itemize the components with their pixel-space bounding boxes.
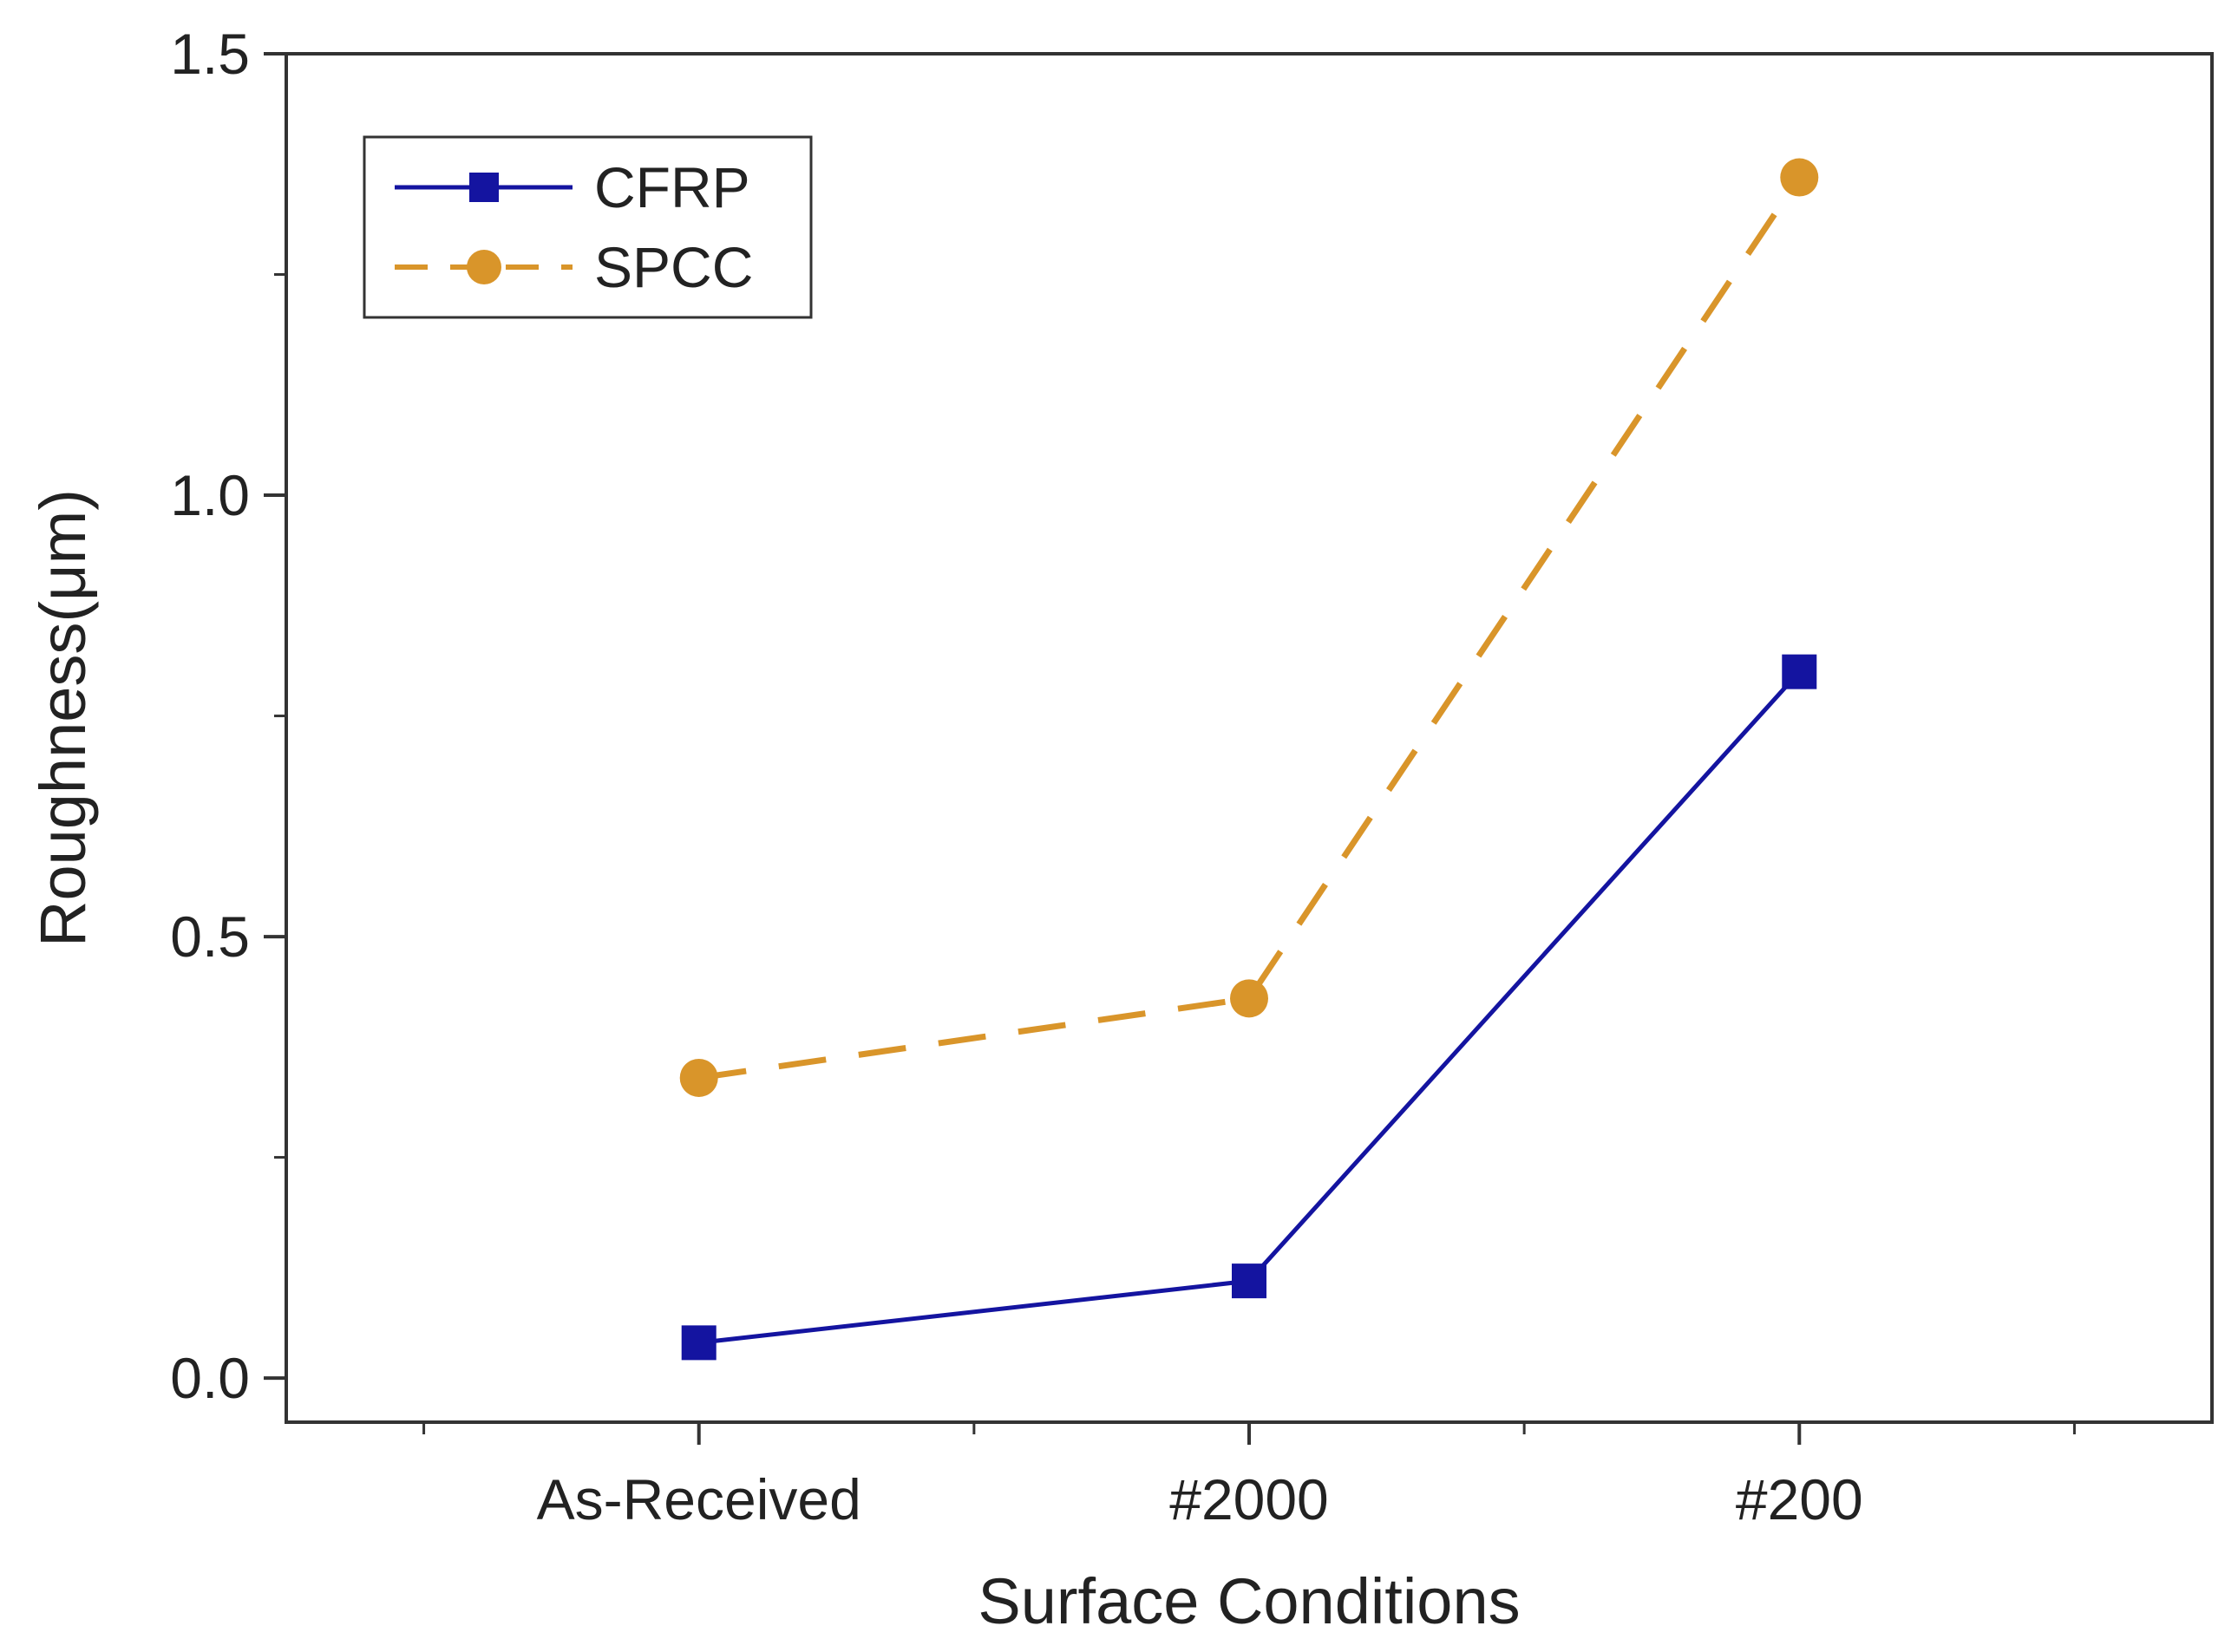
- y-axis-title: Roughness(μm): [27, 489, 99, 947]
- legend-cfrp-label: CFRP: [594, 155, 750, 219]
- data-point-cfrp: [1232, 1263, 1266, 1299]
- data-point-spcc: [679, 1058, 718, 1097]
- series-layer: [679, 158, 1819, 1361]
- data-point-spcc: [1230, 979, 1268, 1018]
- x-tick-label: #2000: [1169, 1467, 1329, 1531]
- data-point-spcc: [1780, 158, 1819, 197]
- y-tick-label: 1.0: [170, 463, 250, 527]
- legend-cfrp-marker: [469, 173, 499, 202]
- x-tick-label: #200: [1736, 1467, 1863, 1531]
- y-tick-label: 0.5: [170, 904, 250, 969]
- x-axis-title: Surface Conditions: [978, 1565, 1520, 1637]
- legend-spcc-label: SPCC: [594, 235, 753, 299]
- y-tick-label: 0.0: [170, 1346, 250, 1410]
- series-line-spcc: [698, 175, 1803, 1081]
- data-point-cfrp: [1782, 654, 1817, 689]
- data-point-cfrp: [681, 1325, 717, 1361]
- x-axis-ticks: As-Received #2000 #200: [422, 1422, 2076, 1531]
- y-axis-ticks: 0.0 0.5 1.0 1.5: [170, 22, 286, 1410]
- legend-spcc-marker: [467, 250, 501, 284]
- x-tick-label: As-Received: [537, 1467, 861, 1531]
- y-tick-label: 1.5: [170, 22, 250, 86]
- legend-box: [363, 135, 813, 319]
- legend: CFRP SPCC: [363, 135, 813, 319]
